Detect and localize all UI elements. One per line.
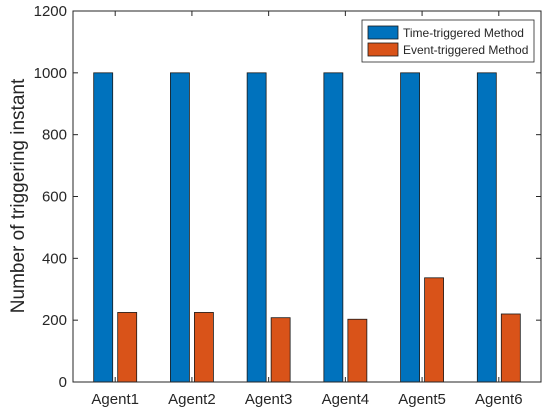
legend-label-event-triggered: Event-triggered Method	[403, 43, 528, 57]
y-tick-label: 1000	[34, 65, 67, 82]
y-tick-label: 0	[59, 374, 67, 391]
x-tick-label-agent1: Agent1	[91, 391, 139, 408]
bar-event-triggered-agent5	[424, 277, 444, 383]
y-tick-label: 200	[42, 312, 67, 329]
bar-time-triggered-agent3	[246, 72, 267, 383]
bar-time-triggered-agent6	[476, 72, 497, 383]
bar-time-triggered-agent5	[400, 72, 420, 383]
legend-swatch-time-triggered	[367, 25, 399, 40]
y-tick-label: 400	[42, 250, 67, 267]
x-ticks-group: Agent1 Agent2 Agent3 Agent4 Agent5 Agent6	[91, 11, 523, 408]
y-tick-label: 600	[42, 189, 67, 206]
y-ticks-group: 0 200 400 600 800 1000 1200	[34, 3, 541, 391]
y-tick-label: 1200	[34, 3, 67, 20]
bar-time-triggered-agent2	[170, 72, 190, 383]
bar-event-triggered-agent1	[117, 312, 138, 383]
bar-event-triggered-agent2	[194, 312, 214, 383]
plot-area	[73, 11, 541, 382]
legend-label-time-triggered: Time-triggered Method	[403, 26, 524, 40]
plot-frame	[72, 10, 542, 383]
bar-event-triggered-agent4	[347, 318, 368, 383]
x-tick-label-agent4: Agent4	[322, 391, 370, 408]
legend-swatch-event-triggered	[367, 42, 399, 57]
x-tick-label-agent3: Agent3	[245, 391, 293, 408]
bar-event-triggered-agent6	[500, 313, 521, 383]
legend: Time-triggered Method Event-triggered Met…	[361, 19, 535, 63]
y-tick-label: 800	[42, 127, 67, 144]
bar-time-triggered-agent4	[323, 72, 344, 383]
x-tick-label-agent5: Agent5	[398, 391, 446, 408]
bars-group	[93, 72, 521, 383]
x-tick-label-agent2: Agent2	[168, 391, 216, 408]
bar-time-triggered-agent1	[93, 72, 114, 383]
bar-event-triggered-agent3	[270, 317, 291, 383]
x-tick-label-agent6: Agent6	[475, 391, 523, 408]
y-axis-label: Number of triggering instant	[8, 78, 29, 313]
